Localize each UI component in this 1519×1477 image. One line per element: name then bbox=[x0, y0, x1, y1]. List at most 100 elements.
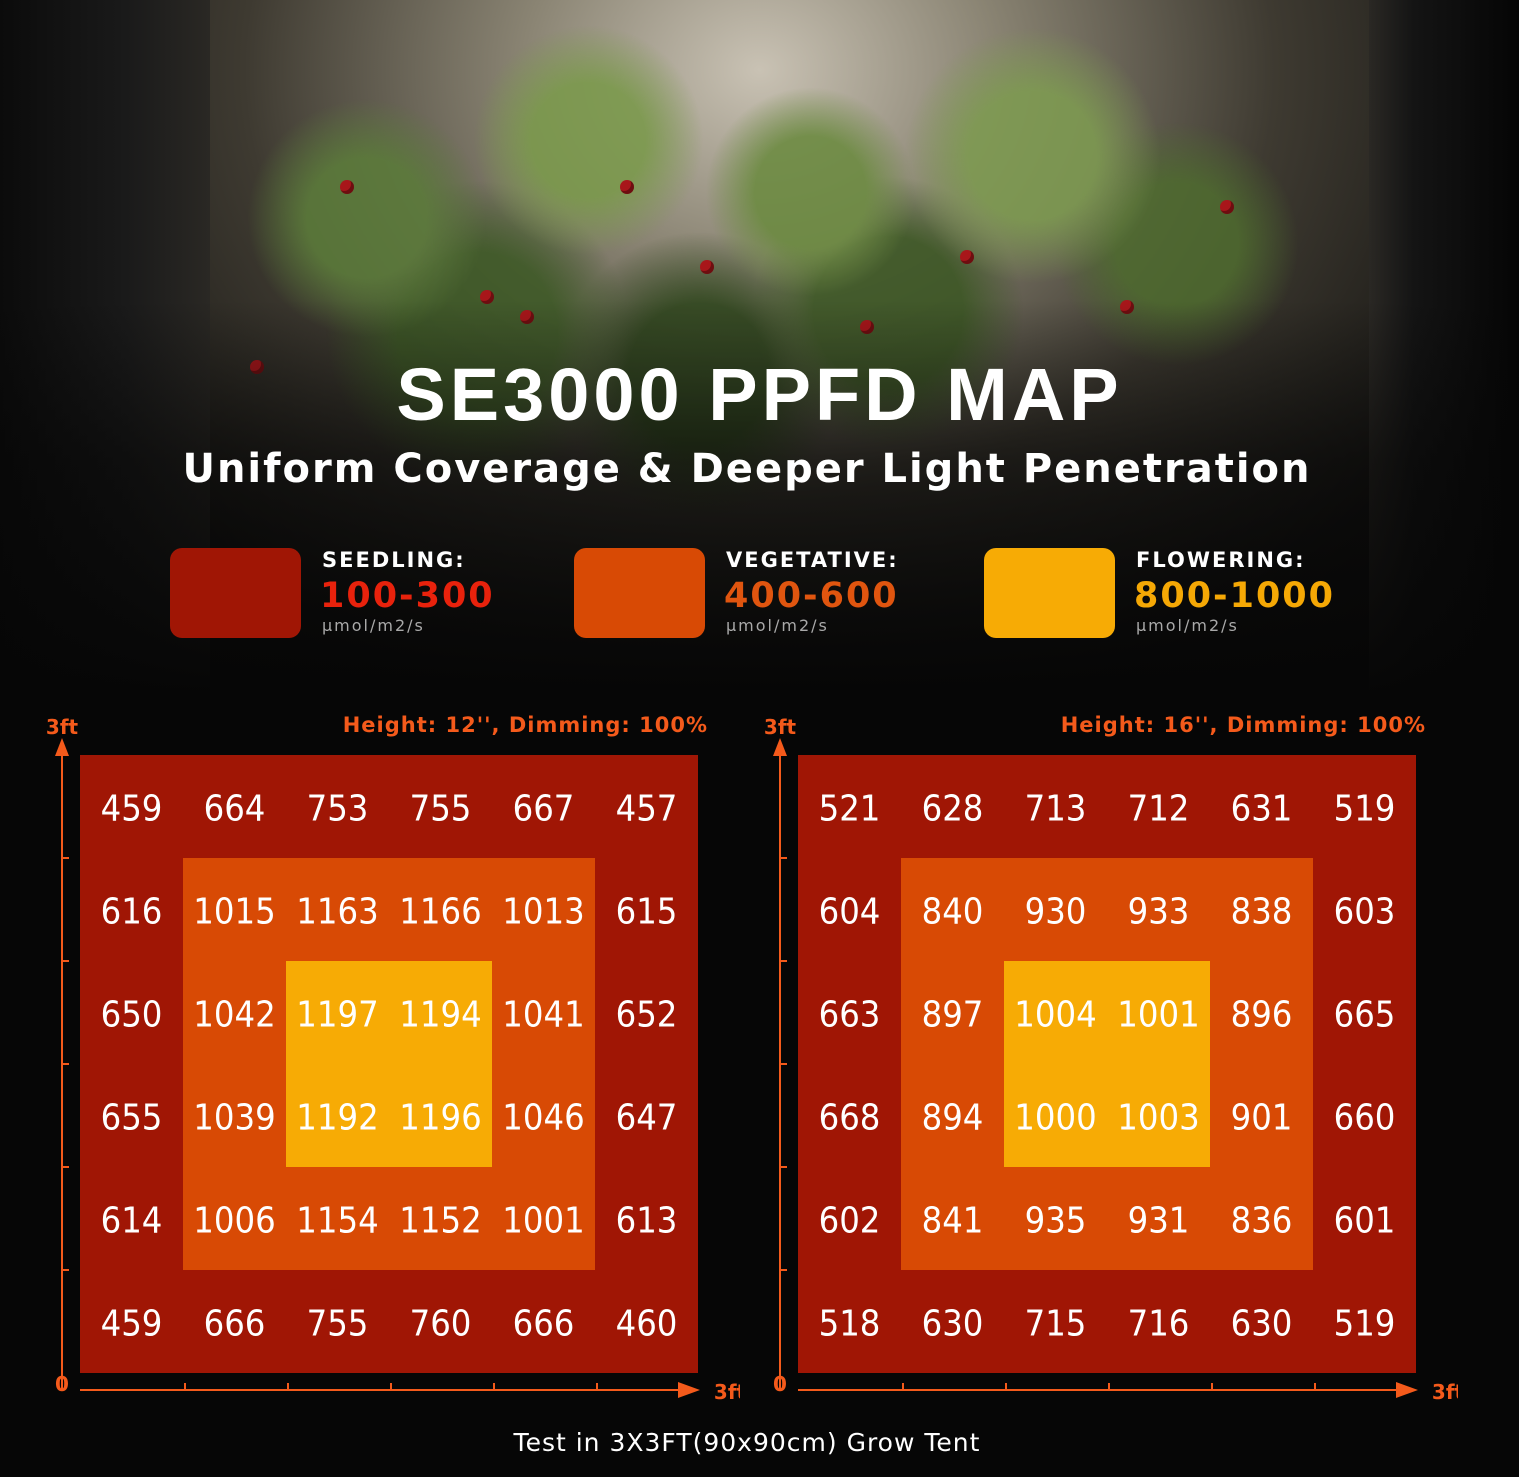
tomato-berry bbox=[340, 180, 354, 194]
ppfd-value: 602 bbox=[819, 1201, 881, 1242]
x-axis-arrow bbox=[1396, 1382, 1418, 1398]
ppfd-value: 664 bbox=[204, 789, 266, 830]
origin-label: 0 bbox=[773, 1372, 787, 1396]
ppfd-value: 1163 bbox=[296, 892, 378, 933]
ppfd-value: 519 bbox=[1334, 1304, 1396, 1345]
legend-stage-label: FLOWERING: bbox=[1136, 548, 1306, 572]
ppfd-value: 836 bbox=[1231, 1201, 1293, 1242]
x-axis-arrow bbox=[678, 1382, 700, 1398]
ppfd-value: 897 bbox=[922, 995, 984, 1036]
ppfd-value: 930 bbox=[1025, 892, 1087, 933]
ppfd-value: 655 bbox=[101, 1098, 163, 1139]
ppfd-value: 1194 bbox=[399, 995, 481, 1036]
ppfd-value: 896 bbox=[1231, 995, 1293, 1036]
ppfd-value: 1041 bbox=[502, 995, 584, 1036]
x-axis-max-label: 3ft bbox=[714, 1380, 740, 1404]
ppfd-value: 460 bbox=[616, 1304, 678, 1345]
ppfd-value: 667 bbox=[513, 789, 575, 830]
y-axis-arrow bbox=[773, 738, 787, 756]
ppfd-value: 755 bbox=[410, 789, 472, 830]
ppfd-value: 663 bbox=[819, 995, 881, 1036]
ppfd-value: 840 bbox=[922, 892, 984, 933]
ppfd-value: 901 bbox=[1231, 1098, 1293, 1139]
ppfd-value: 935 bbox=[1025, 1201, 1087, 1242]
ppfd-value: 1192 bbox=[296, 1098, 378, 1139]
ppfd-value: 650 bbox=[101, 995, 163, 1036]
chart-title: Height: 12'', Dimming: 100% bbox=[343, 713, 708, 737]
ppfd-value: 601 bbox=[1334, 1201, 1396, 1242]
ppfd-value: 1006 bbox=[193, 1201, 275, 1242]
ppfd-value: 1013 bbox=[502, 892, 584, 933]
ppfd-value: 1197 bbox=[296, 995, 378, 1036]
ppfd-value: 1000 bbox=[1014, 1098, 1096, 1139]
ppfd-value: 713 bbox=[1025, 789, 1087, 830]
ppfd-value: 1042 bbox=[193, 995, 275, 1036]
legend-stage-label: SEEDLING: bbox=[322, 548, 466, 572]
zone-center bbox=[1004, 961, 1210, 1167]
ppfd-value: 1001 bbox=[1117, 995, 1199, 1036]
ppfd-value: 1004 bbox=[1014, 995, 1096, 1036]
ppfd-value: 760 bbox=[410, 1304, 472, 1345]
legend-range-value: 800-1000 bbox=[1134, 576, 1335, 616]
tomato-berry bbox=[1220, 200, 1234, 214]
origin-label: 0 bbox=[55, 1372, 69, 1396]
ppfd-value: 1046 bbox=[502, 1098, 584, 1139]
ppfd-value: 603 bbox=[1334, 892, 1396, 933]
ppfd-value: 931 bbox=[1128, 1201, 1190, 1242]
chart-title: Height: 16'', Dimming: 100% bbox=[1061, 713, 1426, 737]
ppfd-value: 1003 bbox=[1117, 1098, 1199, 1139]
ppfd-value: 715 bbox=[1025, 1304, 1087, 1345]
legend-swatch-seedling bbox=[170, 548, 301, 638]
tomato-berry bbox=[620, 180, 634, 194]
y-axis-max-label: 3ft bbox=[46, 715, 79, 739]
ppfd-value: 838 bbox=[1231, 892, 1293, 933]
ppfd-value: 628 bbox=[922, 789, 984, 830]
ppfd-value: 1152 bbox=[399, 1201, 481, 1242]
ppfd-value: 841 bbox=[922, 1201, 984, 1242]
ppfd-value: 630 bbox=[922, 1304, 984, 1345]
ppfd-value: 933 bbox=[1128, 892, 1190, 933]
ppfd-value: 1196 bbox=[399, 1098, 481, 1139]
legend-unit: μmol/m2/s bbox=[1136, 616, 1239, 635]
ppfd-value: 604 bbox=[819, 892, 881, 933]
legend-unit: μmol/m2/s bbox=[726, 616, 829, 635]
zone-center bbox=[286, 961, 492, 1167]
ppfd-value: 753 bbox=[307, 789, 369, 830]
ppfd-value: 1039 bbox=[193, 1098, 275, 1139]
legend-swatch-flowering bbox=[984, 548, 1115, 638]
ppfd-value: 457 bbox=[616, 789, 678, 830]
ppfd-value: 668 bbox=[819, 1098, 881, 1139]
ppfd-value: 1166 bbox=[399, 892, 481, 933]
tomato-berry bbox=[960, 250, 974, 264]
ppfd-value: 666 bbox=[513, 1304, 575, 1345]
test-conditions-note: Test in 3X3FT(90x90cm) Grow Tent bbox=[513, 1428, 981, 1457]
ppfd-value: 1015 bbox=[193, 892, 275, 933]
ppfd-value: 614 bbox=[101, 1201, 163, 1242]
ppfd-value: 716 bbox=[1128, 1304, 1190, 1345]
legend-range-value: 400-600 bbox=[724, 576, 899, 616]
ppfd-value: 459 bbox=[101, 1304, 163, 1345]
ppfd-map-16in: 521 628 713 712 631 519 604 840 930 933 838 603 663 8… bbox=[764, 713, 1458, 1404]
y-axis-max-label: 3ft bbox=[764, 715, 797, 739]
ppfd-value: 631 bbox=[1231, 789, 1293, 830]
legend-swatch-vegetative bbox=[574, 548, 705, 638]
ppfd-value: 1154 bbox=[296, 1201, 378, 1242]
ppfd-value: 459 bbox=[101, 789, 163, 830]
ppfd-value: 660 bbox=[1334, 1098, 1396, 1139]
legend-unit: μmol/m2/s bbox=[322, 616, 425, 635]
ppfd-value: 613 bbox=[616, 1201, 678, 1242]
ppfd-value: 630 bbox=[1231, 1304, 1293, 1345]
ppfd-value: 652 bbox=[616, 995, 678, 1036]
ppfd-value: 1001 bbox=[502, 1201, 584, 1242]
ppfd-map-12in: 459 664 753 755 667 457 616 1015 1163 1166 1013 615… bbox=[46, 713, 740, 1404]
ppfd-value: 521 bbox=[819, 789, 881, 830]
y-axis-arrow bbox=[55, 738, 69, 756]
ppfd-value: 755 bbox=[307, 1304, 369, 1345]
ppfd-value: 519 bbox=[1334, 789, 1396, 830]
ppfd-value: 712 bbox=[1128, 789, 1190, 830]
tomato-berry bbox=[700, 260, 714, 274]
ppfd-value: 666 bbox=[204, 1304, 266, 1345]
page-title: SE3000 PPFD MAP bbox=[396, 353, 1123, 436]
ppfd-value: 647 bbox=[616, 1098, 678, 1139]
ppfd-value: 665 bbox=[1334, 995, 1396, 1036]
